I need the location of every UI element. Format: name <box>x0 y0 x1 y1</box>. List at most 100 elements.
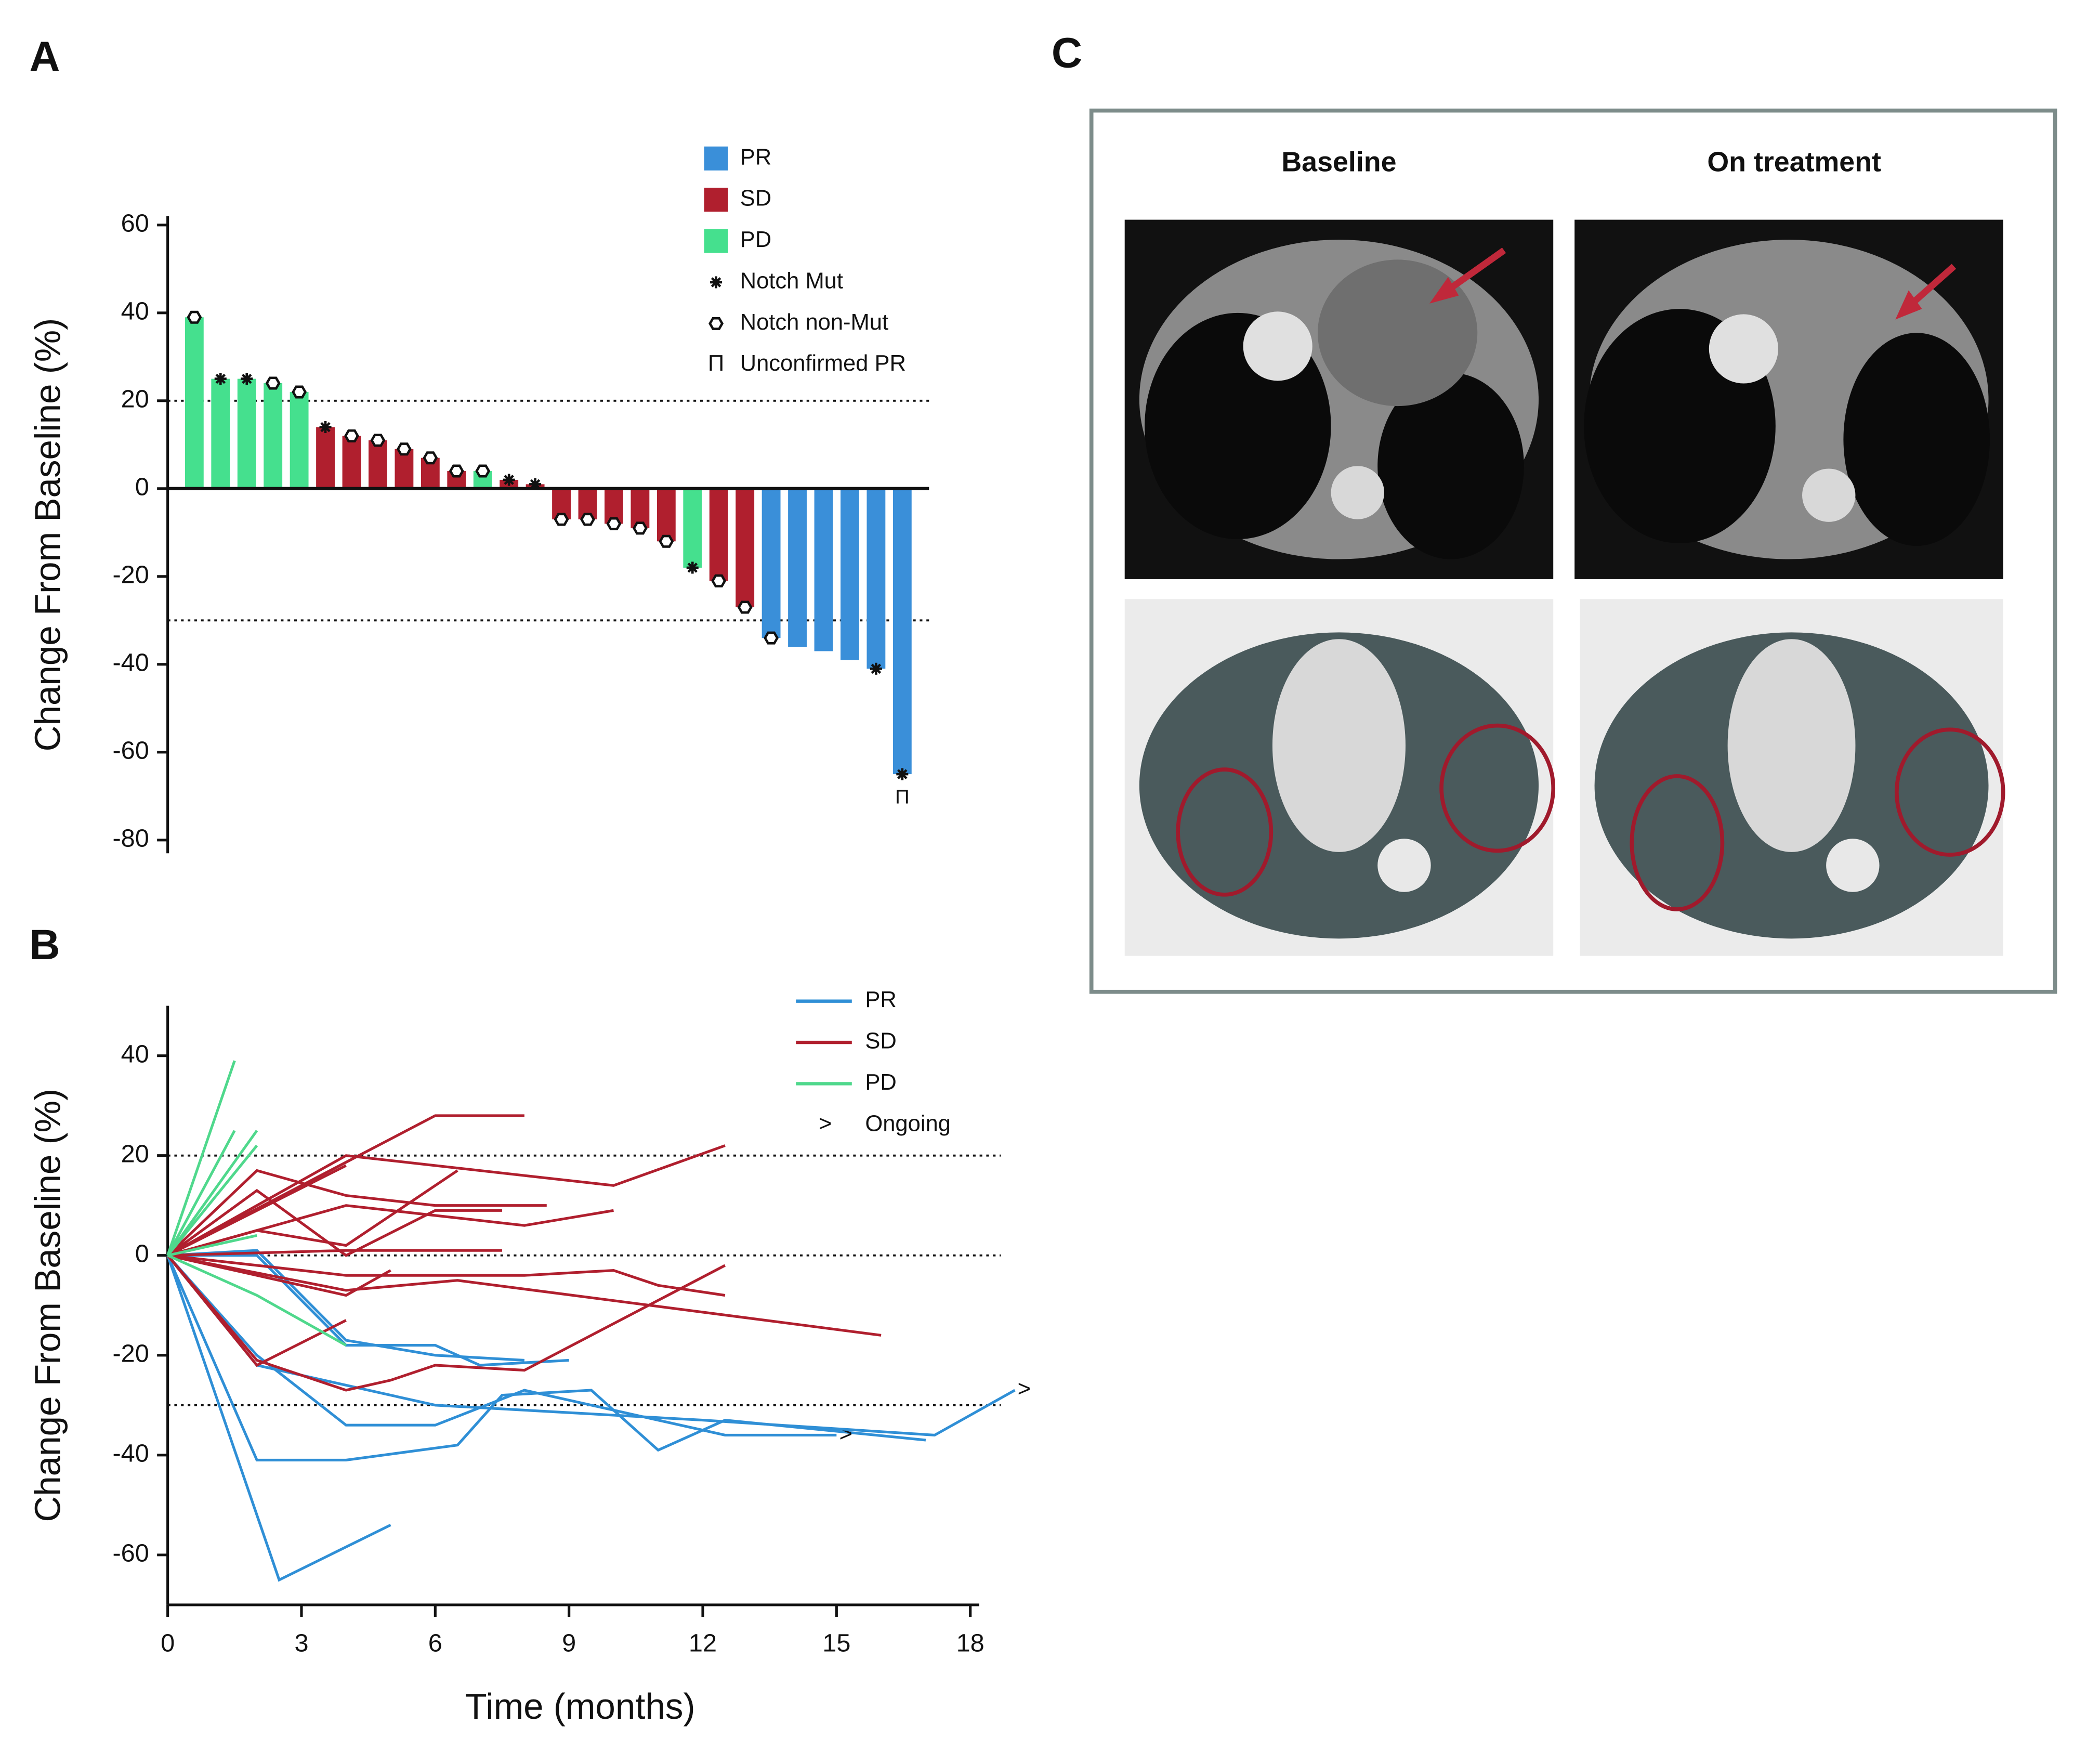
panel-label: C <box>1052 29 1082 76</box>
x-tick-label: 12 <box>689 1629 717 1657</box>
y-tick-label: 20 <box>121 385 149 413</box>
bar <box>290 391 309 489</box>
bar <box>631 488 650 528</box>
notch-mut-marker <box>870 662 882 675</box>
series-line <box>166 1144 258 1257</box>
y-tick-label: -60 <box>112 1539 149 1567</box>
bar <box>395 449 414 489</box>
ct-image <box>1574 219 2003 579</box>
series-line <box>166 1255 347 1367</box>
y-tick-label: -40 <box>112 649 149 677</box>
series-line <box>166 1255 726 1392</box>
column-title: On treatment <box>1707 146 1881 177</box>
bar <box>316 427 335 489</box>
bar <box>237 378 256 489</box>
column-title: Baseline <box>1281 146 1396 177</box>
series-line <box>167 1254 726 1297</box>
legend-symbol: > <box>819 1111 832 1136</box>
marker-stroke <box>871 663 882 674</box>
y-tick-label: 60 <box>121 210 149 238</box>
series-line <box>167 1249 502 1257</box>
x-axis-title: Time (months) <box>465 1686 695 1727</box>
series-line <box>166 1130 258 1257</box>
bar <box>342 436 361 489</box>
marker-stroke <box>897 769 908 779</box>
ongoing-marker: > <box>839 1421 852 1446</box>
series-line <box>166 1255 391 1582</box>
notch-non-mut-marker <box>632 521 648 535</box>
y-axis-title: Change From Baseline (%) <box>28 318 68 752</box>
notch-non-mut-marker <box>711 574 727 587</box>
legend-label: Notch Mut <box>740 268 843 293</box>
y-tick-label: 20 <box>121 1140 149 1168</box>
legend-label: SD <box>740 186 771 211</box>
series-line <box>167 1144 726 1257</box>
y-tick-label: 40 <box>121 297 149 325</box>
y-tick-label: -60 <box>112 737 149 765</box>
legend-label: Ongoing <box>865 1111 951 1136</box>
x-tick-label: 9 <box>562 1629 576 1657</box>
notch-mut-marker <box>241 373 253 385</box>
bar <box>736 488 755 607</box>
marker-stroke <box>241 373 252 384</box>
marker-stroke <box>711 277 721 288</box>
notch-non-mut-marker <box>423 451 438 465</box>
series-line <box>167 1254 882 1337</box>
bar <box>788 488 807 647</box>
ongoing-marker: > <box>1018 1377 1031 1402</box>
y-tick-label: 40 <box>121 1040 149 1068</box>
legend-symbol: Π <box>708 351 724 376</box>
y-tick-label: -20 <box>112 1340 149 1368</box>
notch-mut-marker <box>503 474 515 486</box>
ct-image <box>1580 599 2005 956</box>
notch-non-mut-marker <box>606 517 622 530</box>
x-tick-label: 3 <box>294 1629 308 1657</box>
notch-mut-marker <box>686 561 699 574</box>
legend-label: PR <box>740 145 771 169</box>
series-line <box>166 1169 547 1257</box>
ct-image <box>1124 219 1554 579</box>
y-tick-label: 0 <box>135 473 149 501</box>
notch-non-mut-marker <box>187 310 202 324</box>
bar <box>657 488 676 542</box>
legend-swatch <box>704 229 728 253</box>
notch-mut-marker <box>319 421 332 434</box>
notch-non-mut-marker <box>580 513 595 526</box>
x-tick-label: 18 <box>956 1629 985 1657</box>
series-line <box>167 1114 524 1257</box>
y-tick-label: -40 <box>112 1440 149 1468</box>
notch-non-mut-marker <box>659 534 674 548</box>
y-tick-label: -20 <box>112 561 149 589</box>
legend-marker <box>710 276 723 289</box>
panel-label: A <box>29 33 60 81</box>
y-tick-label: -80 <box>112 825 149 853</box>
series-line <box>167 1169 458 1257</box>
bar <box>841 488 859 660</box>
notch-non-mut-marker <box>764 631 779 645</box>
notch-non-mut-marker <box>396 442 412 456</box>
legend-label: SD <box>865 1029 896 1054</box>
panel-label: B <box>29 921 60 969</box>
bar <box>264 383 283 489</box>
series-line <box>166 1060 236 1256</box>
notch-mut-marker <box>214 373 227 385</box>
series-line <box>167 1188 502 1257</box>
x-tick-label: 0 <box>161 1629 175 1657</box>
unconfirmed-marker: Π <box>895 786 910 808</box>
legend-swatch <box>704 146 728 171</box>
notch-non-mut-marker <box>344 429 359 442</box>
notch-mut-marker <box>896 768 909 780</box>
series-line <box>167 1254 347 1347</box>
marker-stroke <box>687 563 698 573</box>
x-tick-label: 15 <box>822 1629 850 1657</box>
series-line <box>167 1249 525 1362</box>
bar <box>762 488 781 638</box>
legend-label: PD <box>865 1070 896 1095</box>
bar <box>683 488 702 568</box>
series-line <box>166 1130 236 1256</box>
legend-label: PD <box>740 227 771 252</box>
bar <box>369 440 387 489</box>
notch-non-mut-marker <box>292 385 307 399</box>
legend-label: PR <box>865 987 896 1012</box>
